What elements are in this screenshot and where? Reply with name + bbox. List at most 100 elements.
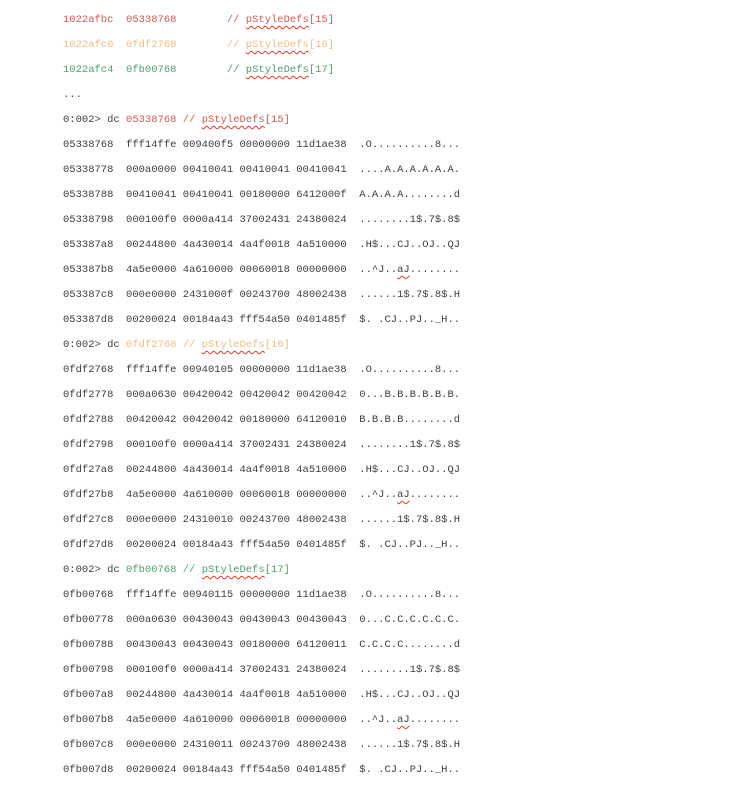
dump-row: 05338778 000a0000 00410041 00410041 0041… [63,158,745,183]
hex-word: 000e0000 [126,739,177,751]
hex-word: 24310011 [182,739,234,751]
ascii-column: 0...C.C.C.C.C.C. [359,614,461,626]
command-line: 0:002> dc 0fdf2768 // pStyleDefs[16] [63,333,745,358]
hex-word: 000100f0 [126,214,177,226]
pointer-value: 0fdf2768 [126,39,177,51]
dump-row: 053387b8 4a5e0000 4a610000 00060018 0000… [63,258,745,283]
hex-word: 00184a43 [182,764,234,776]
misspelled-word: aJ [397,489,410,501]
hex-word: 4a5e0000 [126,714,177,726]
ascii-text: ........ [409,264,461,276]
row-address: 053387a8 [63,239,114,251]
hex-word: 00000000 [296,489,347,501]
hex-word: 000a0630 [126,614,177,626]
ascii-column: $. .CJ..PJ.._H.. [359,764,461,776]
dump-row: 0fdf27a8 00244800 4a430014 4a4f0018 4a51… [63,458,745,483]
hex-word: 00410041 [182,164,234,176]
ascii-column: ......1$.7$.8$.H [359,514,461,526]
symbol-index: [16] [264,339,290,351]
hex-word: 4a510000 [296,464,347,476]
row-address: 0fb007d8 [63,764,114,776]
ascii-column: 0...B.B.B.B.B.B. [359,389,461,401]
ascii-column: ......1$.7$.8$.H [359,289,461,301]
hex-word: fff54a50 [239,539,290,551]
hex-word: 0401485f [296,764,347,776]
hex-word: 00060018 [239,264,290,276]
ascii-column: ........1$.7$.8$ [359,439,461,451]
dump-row: 0fb00798 000100f0 0000a414 37002431 2438… [63,658,745,683]
comment-marker: // [226,64,240,76]
symbol-index: [17] [308,64,335,76]
misspelled-word: aJ [397,714,410,726]
hex-word: 11d1ae38 [296,139,347,151]
ascii-column: ........1$.7$.8$ [359,664,461,676]
hex-word: 00000000 [296,264,347,276]
ascii-column: .O..........8... [359,364,461,376]
prompt: 0:002> [63,564,101,576]
comment-marker: // [182,564,196,576]
hex-word: 00180000 [239,189,290,201]
ascii-column: .H$...CJ..OJ..QJ [359,239,461,251]
ascii-column: ........1$.7$.8$ [359,214,461,226]
hex-word: 4a510000 [296,689,347,701]
ellipsis-line: ... [63,89,82,101]
dump-row: 053387a8 00244800 4a430014 4a4f0018 4a51… [63,233,745,258]
dump-row: 0fdf27d8 00200024 00184a43 fff54a50 0401… [63,533,745,558]
symbol-name: pStyleDefs [201,114,265,126]
ascii-text: ..^J.. [359,489,398,501]
row-address: 053387b8 [63,264,114,276]
row-address: 0fdf2778 [63,389,114,401]
hex-word: 00430043 [239,614,290,626]
row-address: 0fdf2788 [63,414,114,426]
dump-row: 05338798 000100f0 0000a414 37002431 2438… [63,208,745,233]
row-address: 0fb007b8 [63,714,114,726]
hex-word: 24380024 [296,214,347,226]
row-address: 05338798 [63,214,114,226]
dump-row: 0fb007c8 000e0000 24310011 00243700 4800… [63,733,745,758]
command-line: 0:002> dc 0fb00768 // pStyleDefs[17] [63,558,745,583]
hex-word: 4a610000 [182,489,234,501]
dump-row: 0fb007a8 00244800 4a430014 4a4f0018 4a51… [63,683,745,708]
hex-word: 000e0000 [126,289,177,301]
hex-word: 4a4f0018 [239,464,290,476]
hex-word: 4a610000 [182,264,234,276]
row-address: 0fb00778 [63,614,114,626]
dump-row: 053387d8 00200024 00184a43 fff54a50 0401… [63,308,745,333]
row-address: 0fb007c8 [63,739,114,751]
dump-row: 0fb007d8 00200024 00184a43 fff54a50 0401… [63,758,745,783]
dump-row: 0fdf2798 000100f0 0000a414 37002431 2438… [63,433,745,458]
hex-word: 00243700 [239,514,290,526]
comment-marker: // [182,339,196,351]
ascii-column: ......1$.7$.8$.H [359,739,461,751]
hex-word: fff14ffe [126,364,177,376]
ascii-column: ..^J..aJ........ [359,714,460,726]
hex-word: 00200024 [126,539,177,551]
dump-row: 0fdf2778 000a0630 00420042 00420042 0042… [63,383,745,408]
hex-word: 0000a414 [182,664,234,676]
ascii-text: ........ [409,714,461,726]
hex-word: 4a510000 [296,239,347,251]
hex-word: 37002431 [239,664,290,676]
hex-word: 0401485f [296,539,347,551]
hex-word: 00430043 [182,639,234,651]
hex-word: 6412000f [296,189,347,201]
ascii-column: $. .CJ..PJ.._H.. [359,314,461,326]
hex-word: 000e0000 [126,514,177,526]
command-line: 0:002> dc 05338768 // pStyleDefs[15] [63,108,745,133]
hex-word: fff14ffe [126,139,177,151]
watch-line: 1022afc0 0fdf2768 // pStyleDefs[16] [63,33,745,58]
hex-word: 00184a43 [182,539,234,551]
row-address: 05338778 [63,164,114,176]
hex-word: 00243700 [239,739,290,751]
dump-row: 0fdf2788 00420042 00420042 00180000 6412… [63,408,745,433]
watch-address: 1022afc0 [63,39,114,51]
ascii-column: C.C.C.C........d [359,639,461,651]
dump-row: 053387c8 000e0000 2431000f 00243700 4800… [63,283,745,308]
command-target: 0fdf2768 [126,339,177,351]
symbol-name: pStyleDefs [201,339,265,351]
hex-word: 37002431 [239,439,290,451]
row-address: 0fdf27a8 [63,464,114,476]
hex-word: 2431000f [182,289,234,301]
row-address: 053387d8 [63,314,114,326]
hex-word: 00420042 [239,389,290,401]
